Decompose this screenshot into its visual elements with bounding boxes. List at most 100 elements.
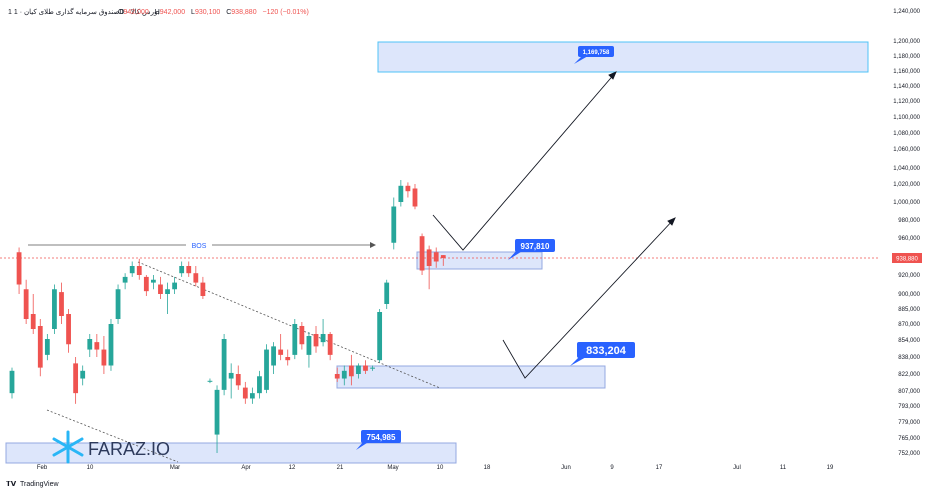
label-text: 833,204: [586, 345, 627, 357]
price-tick-label: 1,160,000: [893, 69, 920, 75]
candle-body: [30, 314, 36, 329]
time-tick-label: 21: [337, 465, 344, 471]
watermark-text: FARAZ.IO: [88, 439, 170, 459]
zone-label-937810[interactable]: 937,810: [508, 239, 555, 260]
arrowhead-lower-icon: [667, 217, 676, 226]
price-tick-label: 1,040,000: [893, 166, 920, 172]
candle-body: [433, 252, 439, 262]
label-pointer-icon: [508, 250, 524, 260]
price-tick-label: 807,000: [898, 389, 920, 395]
footer: 𝗧𝗩 TradingView: [6, 481, 59, 488]
time-tick-label: Mar: [170, 465, 180, 471]
time-tick-label: 10: [437, 465, 444, 471]
candle-body: [136, 266, 142, 275]
candle-body: [172, 282, 178, 290]
candle-body: [44, 339, 50, 355]
candle-body: [16, 252, 22, 285]
candle-body: [214, 389, 220, 435]
demand-zone-upper[interactable]: [416, 251, 543, 270]
candle-body: [165, 289, 170, 294]
label-bg: [361, 430, 401, 443]
price-tick-label: 1,180,000: [893, 54, 920, 60]
candle-body: [327, 334, 333, 355]
arrowhead-upper-icon: [608, 71, 617, 80]
candle-body: [257, 376, 262, 394]
candle-body: [334, 374, 340, 379]
target-zone[interactable]: [377, 41, 869, 73]
time-axis[interactable]: Feb 10 Mar Apr 12 21 May 10 18 Jun 9 17 Jul 11 19: [37, 465, 834, 471]
candle-body: [419, 236, 425, 271]
time-tick-label: 11: [780, 465, 787, 471]
price-tick-label: 1,020,000: [893, 182, 920, 188]
candle-body: [151, 279, 156, 283]
candle-body: [108, 324, 114, 366]
time-tick-label: Apr: [241, 465, 250, 471]
candle-body: [426, 249, 432, 266]
zone-label-833204[interactable]: 833,204: [570, 342, 635, 366]
candle-body: [80, 370, 86, 379]
candle-body: [115, 289, 121, 319]
label-pointer-icon: [574, 56, 588, 64]
label-text: 937,810: [521, 242, 550, 251]
candle-body: [264, 349, 269, 390]
candle-body: [412, 188, 418, 207]
label-text: 1,169,758: [583, 50, 610, 56]
candle-body: [129, 266, 135, 274]
demand-zone-middle[interactable]: [336, 365, 606, 389]
candle-body: [59, 292, 64, 316]
candle-body: [292, 324, 298, 355]
candle-body: [179, 266, 185, 274]
demand-zone-lower[interactable]: [5, 442, 457, 464]
candle-body: [306, 336, 312, 355]
price-tick-label: 854,000: [898, 338, 920, 344]
projection-paths[interactable]: [432, 71, 676, 379]
candle-body: [320, 334, 326, 343]
candle-body: [158, 284, 163, 294]
symbol-title: 1 صندوق سرمایه گذاری طلای کیان · 1D · بو…: [8, 7, 160, 16]
projection-path-upper: [432, 71, 617, 251]
time-tick-label: Jun: [561, 465, 571, 471]
price-tick-label: 980,000: [898, 218, 920, 224]
label-pointer-icon: [356, 441, 370, 450]
candle-body: [271, 346, 276, 366]
zone-label-1169758[interactable]: 1,169,758: [574, 46, 614, 64]
tradingview-brand: TradingView: [20, 481, 59, 488]
bos-marker[interactable]: BOS: [28, 240, 376, 250]
current-price-tag: 938,880: [892, 253, 922, 263]
price-tag-text: 938,880: [896, 257, 918, 263]
bos-label: BOS: [192, 243, 207, 250]
candle-body: [377, 312, 383, 361]
label-text: 754,985: [367, 433, 396, 442]
faraz-logo-icon: [52, 430, 84, 464]
label-pointer-icon: [570, 356, 588, 366]
candle-body: [235, 374, 241, 386]
candle-body: [299, 326, 305, 345]
trendline-upper[interactable]: [137, 261, 441, 389]
candle-body: [101, 349, 107, 366]
price-tick-label: 870,000: [898, 322, 920, 328]
price-tick-label: 1,000,000: [893, 200, 920, 206]
chart-legend: 1 صندوق سرمایه گذاری طلای کیان · 1D · بو…: [8, 7, 309, 16]
candle-body: [73, 363, 79, 394]
trendline-lower[interactable]: [46, 409, 179, 463]
candle-body: [9, 370, 15, 394]
projection-path-lower: [502, 217, 676, 379]
price-tick-label: 900,000: [898, 292, 920, 298]
candle-body: [370, 367, 375, 369]
price-tick-label: 838,000: [898, 355, 920, 361]
bos-arrowhead-icon: [370, 242, 376, 248]
zone-label-754985[interactable]: 754,985: [356, 430, 401, 450]
price-tick-label: 1,120,000: [893, 99, 920, 105]
bos-label-bg: [186, 240, 212, 250]
price-tick-label: 779,000: [898, 420, 920, 426]
candles: [9, 180, 446, 453]
price-tick-label: 1,200,000: [893, 39, 920, 45]
candle-body: [278, 349, 284, 355]
time-tick-label: 12: [289, 465, 296, 471]
candle-body: [143, 276, 149, 292]
label-bg: [578, 46, 614, 57]
ohlc-values: O942,000 H942,000 L930,100 C938,880 −120…: [118, 9, 309, 16]
time-tick-label: 19: [827, 465, 834, 471]
tradingview-logo-icon: 𝗧𝗩: [6, 481, 17, 488]
